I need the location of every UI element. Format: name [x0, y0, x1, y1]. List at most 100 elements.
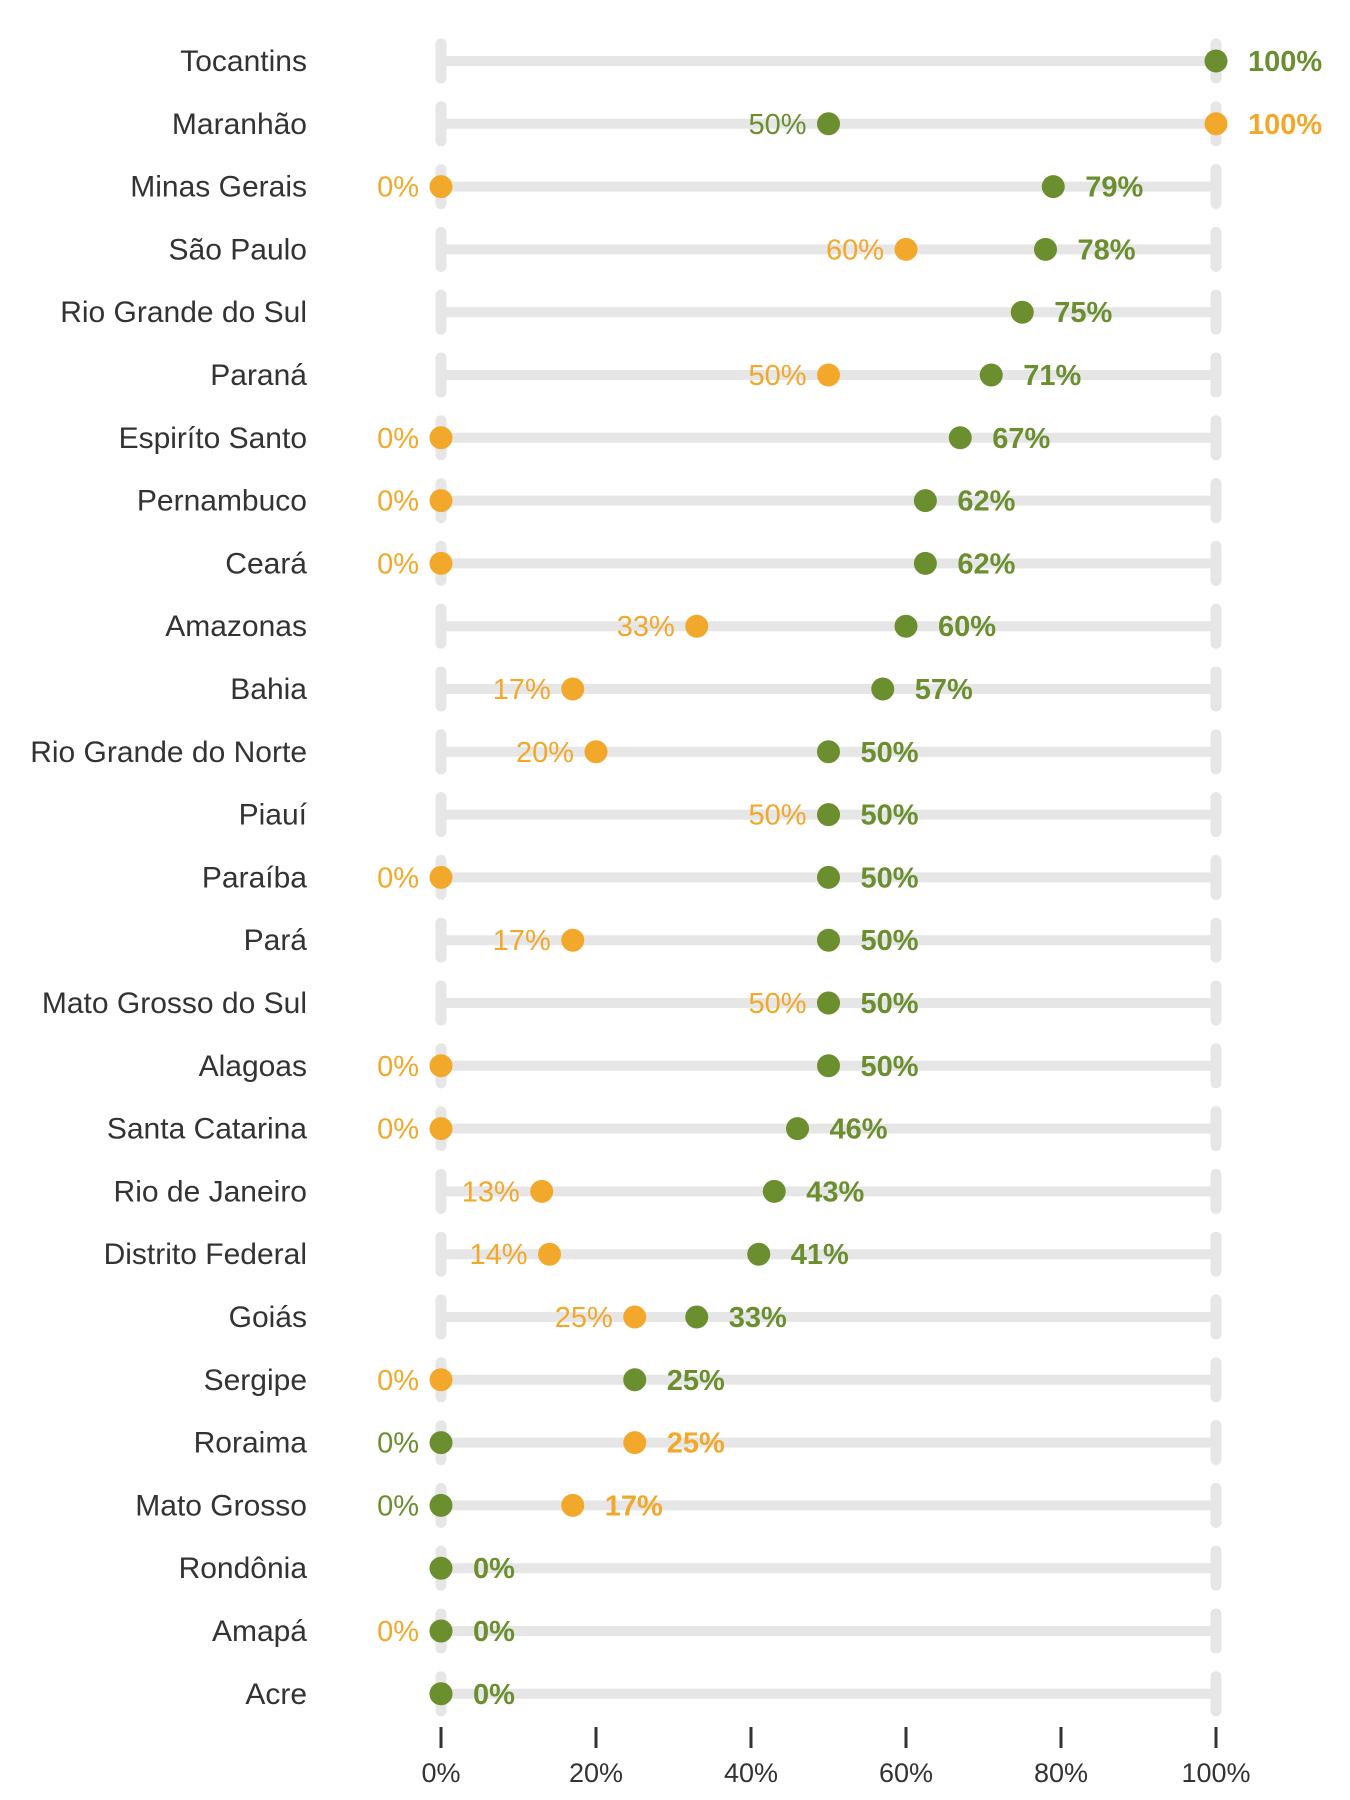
point-green-goi-s	[685, 1305, 709, 1329]
state-label-cear-: Ceará	[225, 547, 307, 580]
point-green-espir-to-santo	[948, 426, 972, 450]
point-green-para-ba	[817, 865, 840, 889]
x-tick-label-100: 100%	[1181, 1758, 1250, 1788]
state-label-pernambuco: Pernambuco	[137, 485, 307, 518]
value-label-distrito-federal: 14%	[469, 1239, 527, 1271]
value-label-bold-tocantins: 100%	[1248, 46, 1322, 78]
value-label-bold-para-ba: 50%	[861, 862, 919, 894]
point-green-alagoas	[817, 1054, 840, 1078]
value-label-bold-amap-: 0%	[473, 1616, 515, 1648]
value-label-maranh-o: 50%	[748, 109, 806, 141]
state-label-maranh-o: Maranhão	[172, 108, 307, 141]
state-label-rond-nia: Rondônia	[179, 1552, 308, 1585]
value-label-espir-to-santo: 0%	[377, 423, 419, 455]
x-tick-label-20: 20%	[569, 1758, 623, 1788]
x-tick-label-80: 80%	[1034, 1758, 1088, 1788]
point-orange-rio-grande-do-norte	[584, 740, 608, 764]
state-label-amazonas: Amazonas	[165, 610, 307, 643]
x-tick-label-60: 60%	[879, 1758, 933, 1788]
value-label-bold-rio-grande-do-sul: 75%	[1054, 297, 1112, 329]
value-label-bold-sergipe: 25%	[667, 1365, 725, 1397]
point-green-rio-grande-do-norte	[817, 740, 840, 764]
value-label-piau-: 50%	[748, 800, 806, 832]
point-green-rio-grande-do-sul	[1010, 300, 1034, 324]
point-orange-rio-de-janeiro	[530, 1179, 554, 1203]
value-label-bold-cear-: 62%	[957, 548, 1015, 580]
point-orange-bahia	[561, 677, 585, 701]
value-label-rio-de-janeiro: 13%	[462, 1176, 520, 1208]
point-green-roraima	[429, 1431, 453, 1455]
point-green-rio-de-janeiro	[762, 1179, 786, 1203]
x-tick-label-40: 40%	[724, 1758, 778, 1788]
point-orange-paran-	[817, 363, 840, 387]
value-label-minas-gerais: 0%	[377, 172, 419, 204]
value-label-bold-par-: 50%	[861, 925, 919, 957]
state-label-paran-: Paraná	[210, 359, 307, 392]
state-label-rio-de-janeiro: Rio de Janeiro	[114, 1175, 307, 1208]
point-orange-roraima	[623, 1431, 647, 1455]
value-label-bold-rio-grande-do-norte: 50%	[861, 737, 919, 769]
x-axis: 0% 20% 40% 60% 80% 100%	[421, 1727, 1251, 1788]
point-green-minas-gerais	[1041, 175, 1065, 199]
state-label-minas-gerais: Minas Gerais	[130, 171, 307, 204]
point-green-amazonas	[894, 614, 918, 638]
state-label-para-ba: Paraíba	[202, 861, 307, 894]
value-label-santa-catarina: 0%	[377, 1114, 419, 1146]
point-green-amap-	[429, 1619, 453, 1643]
point-orange-amazonas	[685, 614, 709, 638]
value-label-par-: 17%	[493, 925, 551, 957]
data-points	[429, 49, 1228, 1706]
state-label-goi-s: Goiás	[229, 1301, 307, 1334]
value-label-bold-maranh-o: 100%	[1248, 109, 1322, 141]
value-label-bold-minas-gerais: 79%	[1085, 172, 1143, 204]
value-label-alagoas: 0%	[377, 1051, 419, 1083]
state-label-distrito-federal: Distrito Federal	[104, 1238, 307, 1271]
state-label-acre: Acre	[245, 1678, 307, 1711]
point-green-rond-nia	[429, 1556, 453, 1580]
point-green-mato-grosso-do-sul	[817, 991, 840, 1015]
value-label-bold-pernambuco: 62%	[957, 486, 1015, 518]
value-label-paran-: 50%	[748, 360, 806, 392]
value-label-mato-grosso-do-sul: 50%	[748, 988, 806, 1020]
state-label-espir-to-santo: Espiríto Santo	[119, 422, 307, 455]
value-label-bold-mato-grosso: 17%	[605, 1490, 663, 1522]
value-label-mato-grosso: 0%	[377, 1490, 419, 1522]
point-orange-distrito-federal	[538, 1242, 561, 1266]
point-orange-par-	[561, 928, 585, 952]
value-label-rio-grande-do-norte: 20%	[516, 737, 574, 769]
point-orange-minas-gerais	[429, 175, 453, 199]
value-label-goi-s: 25%	[555, 1302, 613, 1334]
value-label-bold-bahia: 57%	[915, 674, 973, 706]
point-green-tocantins	[1204, 49, 1228, 73]
state-label-tocantins: Tocantins	[180, 45, 307, 78]
value-label-bold-santa-catarina: 46%	[830, 1114, 888, 1146]
x-tick-label-0: 0%	[421, 1758, 460, 1788]
value-label-bold-roraima: 25%	[667, 1428, 725, 1460]
value-label-sergipe: 0%	[377, 1365, 419, 1397]
point-green-maranh-o	[817, 112, 840, 136]
value-label-amazonas: 33%	[617, 611, 675, 643]
point-orange-pernambuco	[429, 489, 453, 513]
state-label-alagoas: Alagoas	[199, 1050, 307, 1083]
value-label-bold-goi-s: 33%	[729, 1302, 787, 1334]
state-label-rio-grande-do-norte: Rio Grande do Norte	[30, 736, 307, 769]
point-green-bahia	[871, 677, 895, 701]
point-orange-cear-	[429, 551, 453, 575]
value-label-bold-acre: 0%	[473, 1679, 515, 1711]
value-label-roraima: 0%	[377, 1428, 419, 1460]
value-label-cear-: 0%	[377, 548, 419, 580]
value-label-bold-distrito-federal: 41%	[791, 1239, 849, 1271]
point-green-piau-	[817, 803, 840, 827]
state-label-roraima: Roraima	[194, 1427, 308, 1460]
point-green-par-	[817, 928, 840, 952]
point-orange-sergipe	[429, 1368, 453, 1392]
value-label-bold-alagoas: 50%	[861, 1051, 919, 1083]
point-green-acre	[429, 1682, 453, 1706]
point-orange-goi-s	[623, 1305, 647, 1329]
point-orange-s-o-paulo	[894, 237, 918, 261]
state-label-bahia: Bahia	[230, 673, 307, 706]
point-orange-espir-to-santo	[429, 426, 453, 450]
value-label-bold-paran-: 71%	[1023, 360, 1081, 392]
state-label-santa-catarina: Santa Catarina	[107, 1113, 307, 1146]
